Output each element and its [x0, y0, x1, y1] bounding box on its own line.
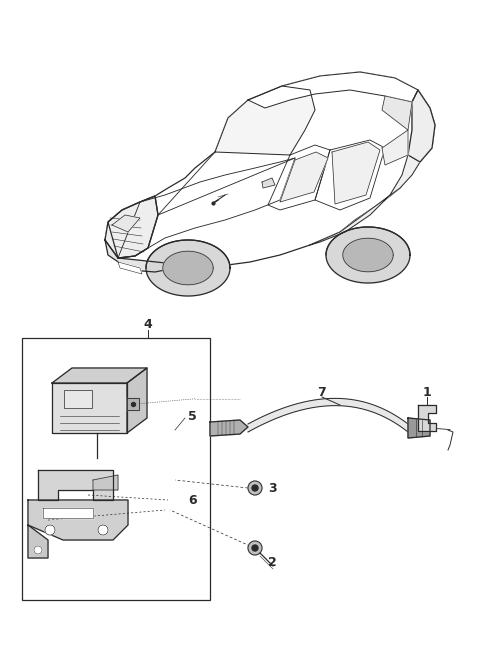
Polygon shape [343, 238, 393, 272]
Circle shape [34, 546, 42, 554]
Polygon shape [248, 72, 418, 108]
Polygon shape [52, 368, 147, 383]
Bar [64, 390, 92, 408]
Polygon shape [210, 420, 248, 436]
Polygon shape [112, 215, 140, 232]
Polygon shape [163, 252, 213, 285]
Polygon shape [93, 475, 118, 490]
Polygon shape [28, 500, 128, 540]
Polygon shape [146, 240, 230, 296]
Point [129, 398, 137, 409]
Polygon shape [382, 130, 408, 165]
Polygon shape [310, 90, 435, 245]
Polygon shape [38, 470, 113, 500]
Circle shape [248, 541, 262, 555]
Polygon shape [248, 398, 408, 432]
Polygon shape [262, 178, 275, 188]
Bar [22, 338, 210, 600]
Polygon shape [408, 418, 430, 438]
Circle shape [252, 485, 258, 491]
Text: 4: 4 [144, 318, 152, 331]
Polygon shape [43, 508, 93, 518]
Polygon shape [105, 72, 435, 266]
Polygon shape [382, 96, 412, 130]
Polygon shape [215, 86, 315, 155]
Text: 2: 2 [268, 555, 277, 569]
Circle shape [98, 525, 108, 535]
Circle shape [248, 481, 262, 495]
Polygon shape [408, 90, 435, 162]
Polygon shape [127, 398, 139, 410]
Polygon shape [326, 227, 410, 283]
Polygon shape [118, 262, 142, 274]
Polygon shape [332, 142, 380, 204]
Polygon shape [52, 383, 127, 433]
Polygon shape [280, 152, 328, 202]
Polygon shape [28, 525, 48, 558]
Circle shape [45, 525, 55, 535]
Polygon shape [105, 196, 158, 258]
Text: 5: 5 [188, 409, 197, 422]
Polygon shape [418, 405, 436, 431]
Polygon shape [108, 196, 158, 258]
Text: 1: 1 [422, 386, 432, 398]
Polygon shape [105, 240, 185, 272]
Text: 7: 7 [318, 386, 326, 398]
Circle shape [252, 545, 258, 551]
Polygon shape [118, 158, 295, 258]
Text: 6: 6 [188, 493, 197, 506]
Text: 3: 3 [268, 481, 276, 495]
Polygon shape [127, 368, 147, 433]
Point [209, 198, 217, 208]
